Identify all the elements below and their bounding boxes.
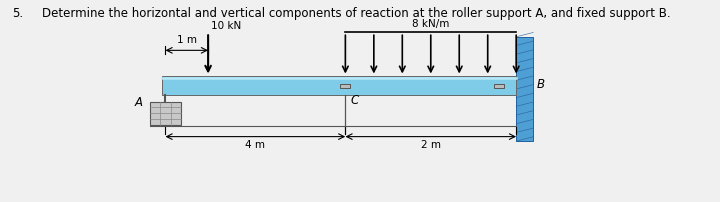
Text: 8 kN/m: 8 kN/m [412, 19, 449, 29]
Bar [162, 76, 516, 96]
Text: C: C [350, 95, 359, 107]
Bar [516, 37, 534, 141]
Text: B: B [537, 78, 545, 92]
Bar [341, 84, 350, 87]
Text: 1 m: 1 m [176, 35, 197, 45]
Bar [494, 84, 504, 87]
Text: 10 kN: 10 kN [210, 21, 240, 31]
Text: 5.: 5. [12, 7, 23, 20]
Text: A: A [134, 97, 143, 109]
Text: Determine the horizontal and vertical components of reaction at the roller suppo: Determine the horizontal and vertical co… [42, 7, 671, 20]
Text: 2 m: 2 m [420, 140, 441, 150]
Text: 4 m: 4 m [246, 140, 266, 150]
Bar [150, 101, 181, 125]
